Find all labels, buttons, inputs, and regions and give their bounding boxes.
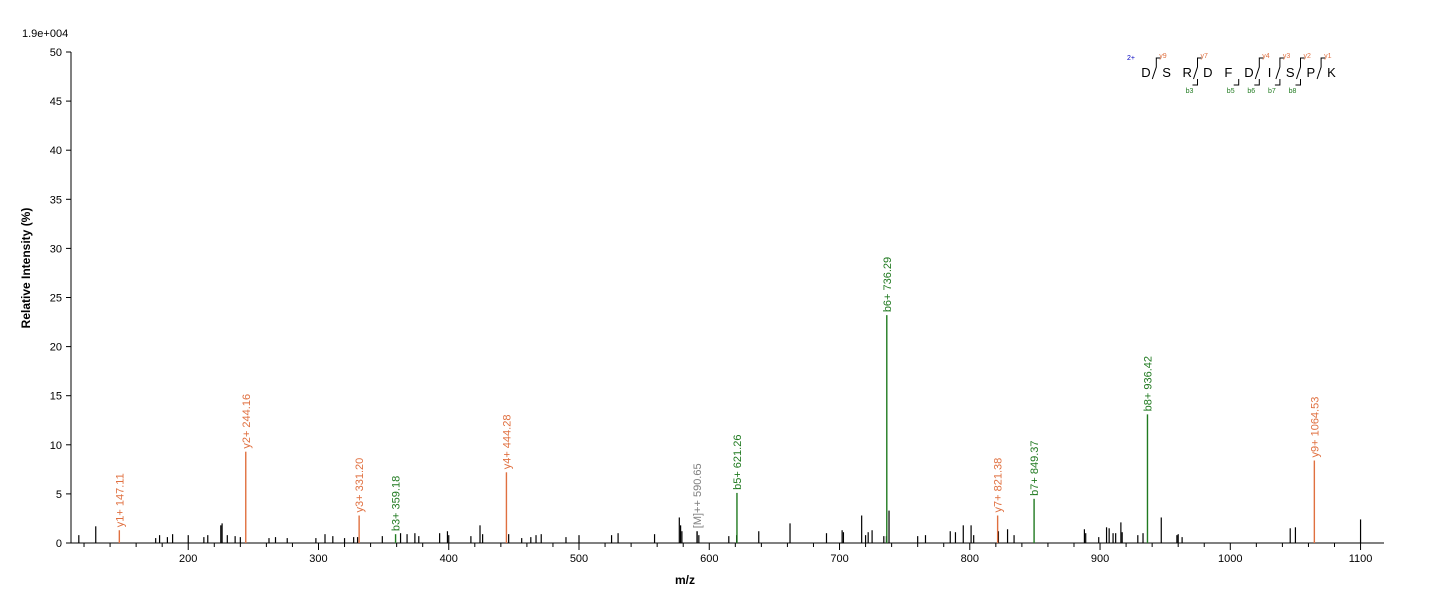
residue-letter: R [1183, 65, 1192, 80]
x-tick-label: 1000 [1218, 553, 1242, 565]
peak-label: y3+ 331.20 [354, 458, 366, 513]
residue-letter: F [1224, 65, 1232, 80]
b-ion-fragment-label: b3 [1186, 88, 1194, 95]
residue-letter: S [1162, 65, 1171, 80]
b-ion-fragment-label: b5 [1227, 88, 1235, 95]
residue-letter: D [1203, 65, 1212, 80]
x-tick-label: 600 [700, 553, 718, 565]
peak-label: y2+ 244.16 [241, 394, 253, 449]
b-ion-cleavage-mark [1233, 79, 1240, 86]
residue-letter: D [1244, 65, 1253, 80]
residue-letter: K [1327, 65, 1336, 80]
y-ion-cleavage-mark [1193, 57, 1202, 80]
peak-label: b5+ 621.26 [732, 435, 744, 490]
y-tick-label: 0 [56, 538, 62, 550]
b-ion-cleavage-mark [1274, 79, 1281, 86]
y-ion-fragment-label: y2 [1304, 53, 1312, 60]
y-ion-fragment-label: y4 [1262, 53, 1270, 60]
y-tick-label: 20 [50, 342, 62, 354]
y-axis-ticks: 0 5 10 15 20 25 30 35 40 45 50 [50, 47, 71, 550]
b-ion-fragment-label: b8 [1289, 88, 1297, 95]
y-ion-cleavage-mark [1151, 57, 1161, 80]
b-ion-cleavage-mark [1192, 79, 1198, 86]
y-tick-label: 50 [50, 47, 62, 59]
x-tick-label: 300 [309, 553, 327, 565]
y-ion-cleavage-mark [1275, 57, 1284, 80]
b-ion-fragment-label: b7 [1268, 88, 1276, 95]
y-tick-label: 25 [50, 293, 62, 305]
y-tick-label: 5 [56, 489, 62, 501]
b-ion-cleavage-mark [1254, 79, 1260, 86]
x-tick-label: 900 [1091, 553, 1109, 565]
y-axis-title: Relative Intensity (%) [19, 208, 33, 329]
peak-label: b7+ 849.37 [1029, 440, 1041, 495]
peak-label: b6+ 736.29 [882, 257, 894, 312]
peak-label: b3+ 359.18 [391, 476, 403, 531]
peak-label: y7+ 821.38 [993, 458, 1005, 513]
y-tick-label: 30 [50, 243, 62, 255]
y-ion-fragment-label: y3 [1283, 53, 1291, 60]
peak-label: y4+ 444.28 [501, 415, 513, 470]
y-ion-cleavage-mark [1254, 57, 1264, 80]
axes [70, 52, 1384, 544]
x-axis-title: m/z [675, 573, 695, 587]
peak-label: y9+ 1064.53 [1309, 397, 1321, 458]
b-ion-cleavage-mark [1295, 79, 1301, 86]
y-ion-fragment-label: y7 [1201, 53, 1209, 60]
y-ion-fragment-label: y9 [1159, 53, 1167, 60]
x-tick-label: 500 [570, 553, 588, 565]
x-tick-label: 200 [179, 553, 197, 565]
intensity-scale-label: 1.9e+004 [22, 28, 68, 40]
x-tick-label: 1100 [1349, 553, 1373, 565]
peak-label: y1+ 147.11 [114, 473, 126, 527]
peak-label: b8+ 936.42 [1142, 356, 1154, 411]
x-axis-ticks: 200 300 400 500 600 700 800 900 1000 1100 [83, 543, 1373, 565]
x-tick-label: 400 [440, 553, 458, 565]
residue-letter: D [1141, 65, 1150, 80]
noise-peaks [78, 510, 1362, 543]
y-ion-fragment-label: y1 [1324, 53, 1332, 60]
y-tick-label: 45 [50, 96, 62, 108]
x-tick-label: 700 [830, 553, 848, 565]
annotated-peaks: y1+ 147.11 y2+ 244.16 y3+ 331.20 b3+ 359.18… [114, 257, 1321, 543]
residue-letter: S [1286, 65, 1295, 80]
y-tick-label: 15 [50, 391, 62, 403]
peak-label: [M]++ 590.65 [692, 463, 704, 528]
x-tick-label: 800 [961, 553, 979, 565]
residue-letter: I [1268, 65, 1272, 80]
y-tick-label: 40 [50, 145, 62, 157]
residue-letter: P [1306, 65, 1315, 80]
y-tick-label: 35 [50, 194, 62, 206]
y-tick-label: 10 [50, 440, 62, 452]
y-ion-cleavage-mark [1296, 57, 1305, 80]
charge-state-label: 2+ [1127, 55, 1135, 62]
y-ion-cleavage-mark [1316, 57, 1326, 80]
b-ion-fragment-label: b6 [1247, 88, 1255, 95]
